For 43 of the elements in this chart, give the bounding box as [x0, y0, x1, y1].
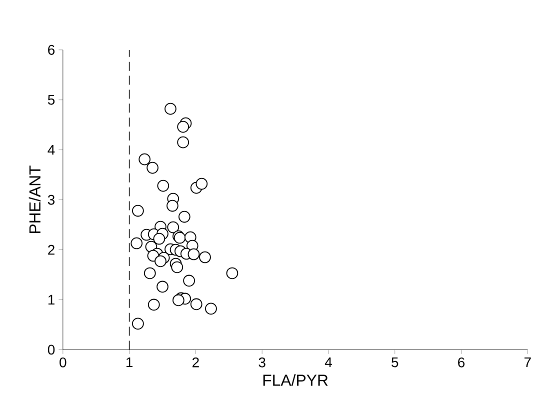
- y-tick-label: 1: [48, 295, 54, 305]
- x-tick-label: 6: [458, 358, 465, 368]
- point: [199, 252, 211, 264]
- x-tick-label: 7: [524, 358, 531, 368]
- point: [167, 222, 180, 234]
- point: [196, 178, 208, 190]
- point: [177, 136, 190, 148]
- point: [171, 262, 184, 274]
- point: [148, 299, 160, 311]
- point: [130, 238, 143, 250]
- x-tick-label: 5: [392, 358, 398, 368]
- point: [144, 268, 156, 280]
- y-tick-label: 2: [48, 245, 54, 255]
- point: [183, 275, 195, 287]
- point: [164, 103, 176, 116]
- point: [205, 303, 217, 315]
- point: [157, 180, 170, 192]
- y-axis-title: PHE/ANT: [28, 166, 41, 234]
- point: [156, 281, 168, 293]
- point: [138, 154, 151, 166]
- point: [153, 233, 166, 245]
- x-tick-label: 3: [258, 358, 266, 368]
- point: [132, 205, 144, 217]
- x-tick-label: 2: [192, 358, 199, 368]
- point: [132, 318, 144, 330]
- point: [188, 248, 200, 260]
- x-tick-label: 1: [126, 358, 133, 368]
- point: [166, 200, 178, 212]
- point: [226, 268, 238, 280]
- point: [146, 162, 158, 174]
- point: [154, 256, 166, 268]
- y-tick-label: 6: [48, 45, 55, 56]
- point: [177, 121, 190, 134]
- x-tick-label: 0: [60, 358, 66, 368]
- point: [190, 298, 202, 310]
- y-tick-label: 4: [48, 145, 55, 155]
- y-tick-label: 5: [48, 95, 55, 105]
- point: [172, 294, 184, 306]
- y-tick-label: 0: [48, 344, 55, 355]
- x-tick-label: 4: [324, 358, 332, 368]
- point: [178, 211, 190, 223]
- x-axis-title: FLA/PYR: [263, 374, 328, 386]
- y-tick-label: 3: [48, 195, 55, 205]
